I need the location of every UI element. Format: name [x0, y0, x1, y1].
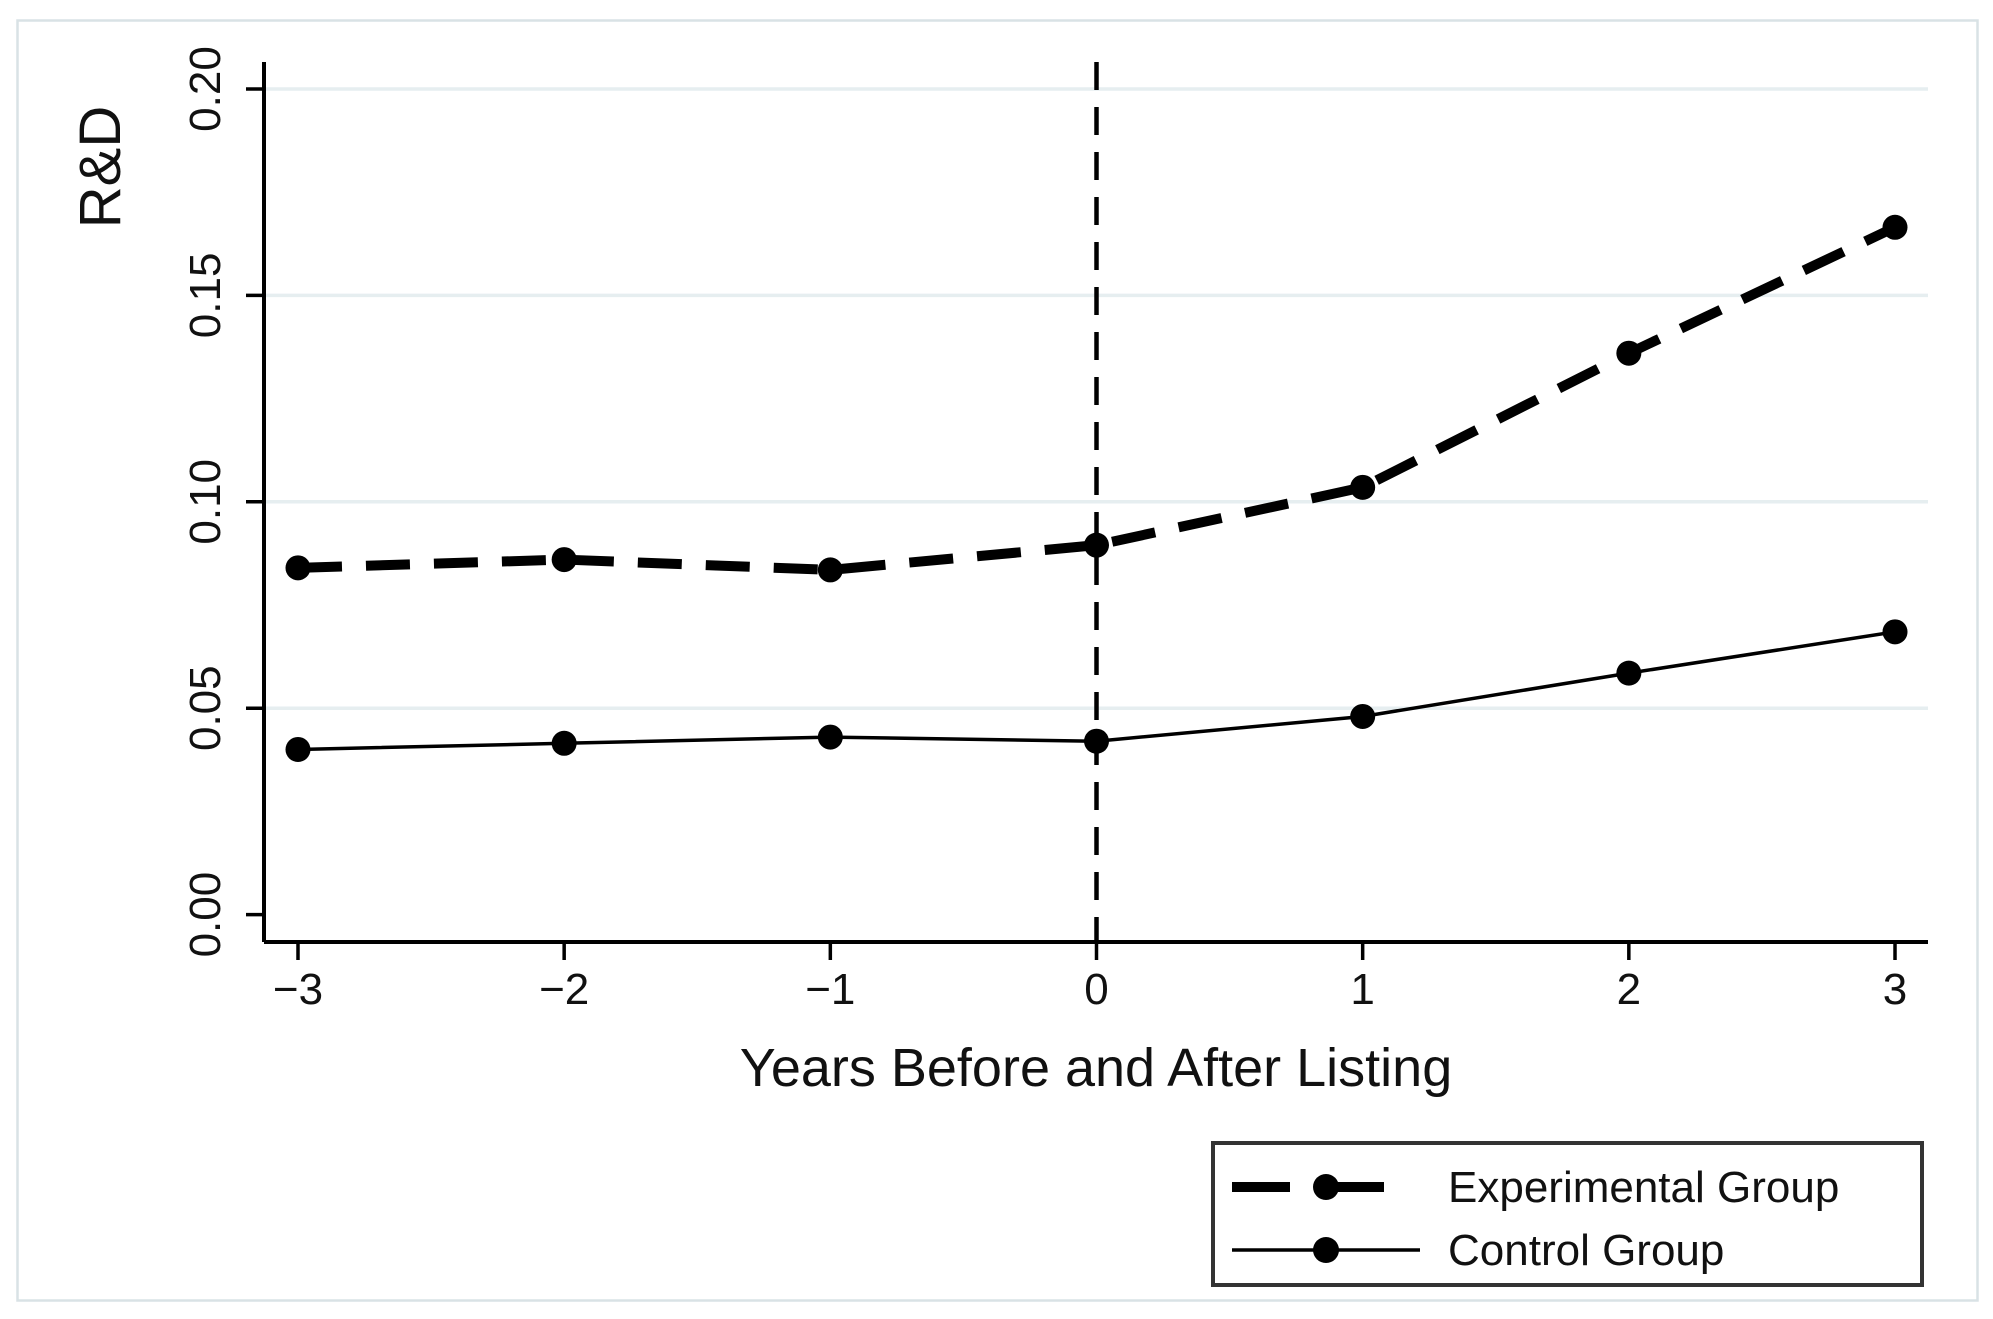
data-point-marker [1350, 474, 1376, 500]
circle-marker-icon [1313, 1174, 1339, 1200]
y-tick-label: 0.05 [181, 665, 230, 751]
data-point-marker [1616, 660, 1642, 686]
x-tick-label: 1 [1350, 965, 1374, 1014]
y-axis-title: R&D [68, 106, 133, 228]
data-point-marker [551, 547, 577, 573]
x-tick-label: −1 [805, 965, 855, 1014]
figure-border [16, 19, 1979, 1302]
data-point-marker [1616, 340, 1642, 366]
data-point-marker [817, 557, 843, 583]
legend-label-control: Control Group [1448, 1226, 1724, 1275]
y-tick-label: 0.15 [181, 253, 230, 339]
data-point-marker [1882, 619, 1908, 645]
data-point-marker [1084, 728, 1109, 754]
legend-entry-control: Control Group [1232, 1226, 1724, 1275]
legend-label-experimental: Experimental Group [1448, 1163, 1839, 1212]
y-tick-label: 0.00 [181, 872, 230, 958]
legend-entry-experimental: Experimental Group [1232, 1163, 1839, 1212]
data-point-marker [1084, 532, 1109, 558]
x-tick-label: −3 [273, 965, 323, 1014]
y-tick-label: 0.20 [181, 46, 230, 132]
x-tick-label: 0 [1084, 965, 1108, 1014]
data-point-marker [1882, 214, 1908, 240]
x-tick-label: −2 [539, 965, 589, 1014]
data-point-marker [285, 736, 311, 762]
data-point-marker [551, 730, 577, 756]
legend: Experimental Group Control Group [1211, 1141, 1924, 1287]
x-tick-label: 2 [1617, 965, 1641, 1014]
data-point-marker [817, 724, 843, 750]
data-point-marker [1350, 703, 1376, 729]
y-tick-label: 0.10 [181, 459, 230, 545]
x-axis-title: Years Before and After Listing [740, 1038, 1452, 1098]
data-point-marker [285, 555, 311, 581]
x-tick-label: 3 [1883, 965, 1907, 1014]
circle-marker-icon [1313, 1237, 1339, 1263]
